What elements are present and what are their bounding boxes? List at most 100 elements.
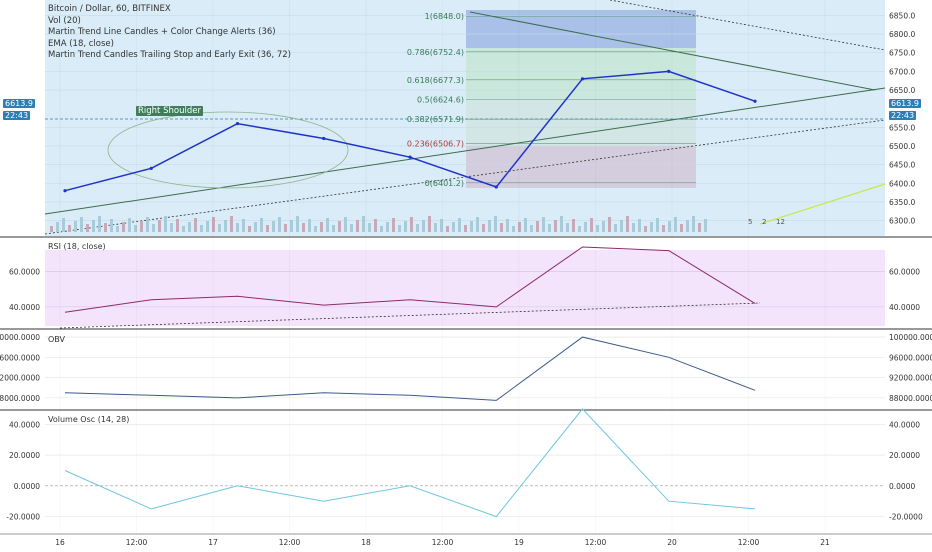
time-axis-label: 17 — [208, 538, 218, 547]
volume-bar — [626, 216, 629, 232]
price-axis-label: 6800.0 — [889, 30, 915, 39]
volume-bar — [230, 216, 233, 232]
volume-bar — [482, 224, 485, 232]
volume-bar — [350, 224, 353, 232]
time-axis-label: 21 — [820, 538, 830, 547]
legend-symbol: Bitcoin / Dollar, 60, BITFINEX — [48, 4, 171, 14]
volume-bar — [320, 222, 323, 232]
volume-bar — [344, 217, 347, 232]
volume-bar — [50, 226, 53, 232]
vosc-series-line — [64, 408, 756, 518]
volume-bar — [56, 222, 59, 232]
price-axis-label: 6350.0 — [889, 198, 915, 207]
volume-bar — [296, 216, 299, 232]
volume-bar — [488, 220, 491, 232]
volume-bar — [656, 218, 659, 232]
volume-bar — [278, 217, 281, 232]
rsi-title: RSI (18, close) — [48, 242, 106, 251]
volume-bar — [182, 226, 185, 232]
volume-bar — [266, 225, 269, 232]
volume-bar — [614, 224, 617, 232]
event-badge: 5 — [748, 218, 752, 226]
volume-bar — [620, 220, 623, 232]
obv-axis-label-left: 92000.0000 — [0, 374, 40, 383]
volume-bar — [644, 226, 647, 232]
volume-bar — [446, 226, 449, 232]
volume-bar — [518, 222, 521, 232]
ascending-trendline — [44, 87, 886, 215]
price-axis-label: 6750.0 — [889, 49, 915, 58]
time-left-badge: 22:43 — [3, 111, 31, 120]
volume-bar — [398, 225, 401, 232]
obv-axis-label-left: 88000.0000 — [0, 394, 40, 403]
volume-bar — [458, 218, 461, 232]
fib-band-green — [466, 48, 696, 98]
shoulder-ellipse — [107, 111, 349, 189]
volume-bar — [356, 220, 359, 232]
volume-bar — [476, 217, 479, 232]
volume-bar — [428, 216, 431, 232]
volume-bar — [680, 224, 683, 232]
volume-bar — [434, 223, 437, 232]
volume-bar — [698, 223, 701, 232]
volume-bar — [206, 221, 209, 232]
fib-level-label: 1(6848.0) — [425, 12, 464, 21]
rsi-series-line — [64, 246, 756, 313]
time-axis-label: 16 — [55, 538, 65, 547]
volume-bar — [572, 219, 575, 232]
rsi-axis-label-left: 40.0000 — [9, 303, 40, 312]
obv-axis-label-left: 100000.0000 — [0, 333, 40, 342]
volume-bar — [260, 218, 263, 232]
price-pane-bg — [45, 0, 885, 236]
volume-bar — [422, 220, 425, 232]
volume-bar — [146, 217, 149, 232]
price-point — [667, 69, 671, 73]
obv-title: OBV — [48, 335, 66, 344]
price-point — [63, 189, 67, 193]
volume-bar — [566, 223, 569, 232]
volume-bar — [248, 226, 251, 232]
volume-bar — [404, 221, 407, 232]
volume-bar — [122, 222, 125, 232]
time-axis-label: 20 — [667, 538, 677, 547]
fib-level-label: 0.786(6752.4) — [407, 48, 464, 57]
right-shoulder-label: Right Shoulder — [136, 106, 203, 116]
vosc-title: Volume Osc (14, 28) — [48, 415, 130, 424]
volume-bar — [470, 221, 473, 232]
volume-bar — [308, 219, 311, 232]
vosc-axis-label-right: -20.0000 — [889, 513, 923, 522]
obv-axis-label-right: 92000.0000 — [889, 374, 932, 383]
volume-bar — [500, 223, 503, 232]
volume-bar — [242, 219, 245, 232]
volume-bar — [290, 220, 293, 232]
volume-bar — [152, 224, 155, 232]
volume-bar — [104, 223, 107, 232]
fib-level-label: 0(6401.2) — [425, 179, 464, 188]
volume-bar — [590, 218, 593, 232]
obv-axis-label-right: 100000.0000 — [889, 333, 932, 342]
volume-bar — [506, 219, 509, 232]
volume-bar — [62, 218, 65, 232]
price-point — [322, 136, 326, 141]
volume-bar — [632, 223, 635, 232]
fib-level-label: 0.382(6571.9) — [407, 115, 464, 124]
rsi-trendline — [59, 302, 761, 329]
vosc-axis-label-left: 0.0000 — [14, 482, 40, 491]
volume-bar — [452, 222, 455, 232]
volume-bar — [494, 216, 497, 232]
volume-bar — [416, 224, 419, 232]
price-axis-label: 6650.0 — [889, 86, 915, 95]
volume-bar — [410, 217, 413, 232]
yellow-trend-line — [759, 183, 886, 225]
volume-bar — [338, 221, 341, 232]
volume-bar — [692, 216, 695, 232]
volume-bar — [326, 218, 329, 232]
volume-bar — [608, 217, 611, 232]
price-axis-label: 6300.0 — [889, 217, 915, 226]
volume-bar — [560, 216, 563, 232]
volume-bar — [170, 223, 173, 232]
price-point — [235, 121, 240, 126]
volume-bar — [110, 219, 113, 232]
volume-bar — [194, 218, 197, 232]
